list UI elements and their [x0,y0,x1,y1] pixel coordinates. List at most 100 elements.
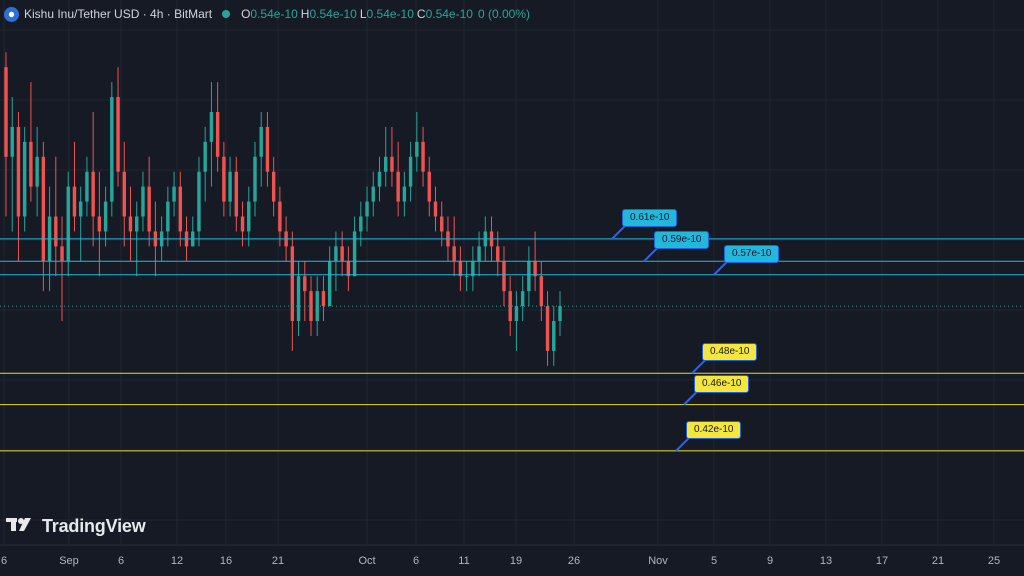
candle-body [396,171,400,202]
candle-body [315,291,319,322]
candle-body [340,246,344,262]
candle-body [371,186,375,202]
candle-body [408,156,413,187]
candle-body [290,246,295,322]
candle-body [16,126,21,217]
callout-pointer [611,224,627,240]
support-level-label[interactable]: 0.42e-10 [686,420,742,439]
callout-pointer [643,246,659,263]
candle-body [321,291,326,307]
symbol-header: Kishu Inu/Tether USD · 4h · BitMart O 0.… [4,4,530,24]
candle-body [147,186,151,232]
x-tick-label: 25 [988,555,1000,567]
candle-body [514,306,519,322]
change-value: 0 (0.00%) [477,7,530,21]
candle-body [346,261,351,277]
resistance-level-label[interactable]: 0.61e-10 [622,208,678,227]
candle-body [35,156,39,187]
candle-body [141,186,145,217]
candle-body [433,201,438,217]
candle-body [352,231,357,277]
candle-body [278,201,282,232]
candle-body [41,156,46,262]
x-tick-label: 21 [932,555,944,567]
candle-body [215,111,220,157]
support-level-label[interactable]: 0.46e-10 [694,374,750,393]
candle-body [520,291,525,307]
candle-body [452,246,456,262]
candle-body [4,67,8,157]
open-label: O [241,7,251,21]
candle-body [116,97,120,172]
market-status-icon [222,10,231,18]
tradingview-mark-icon [6,516,36,537]
tradingview-logo[interactable]: TradingView [6,516,146,537]
resistance-level-label[interactable]: 0.57e-10 [724,244,780,263]
candle-body [166,201,170,232]
x-tick-label: 9 [767,555,773,567]
candle-body [253,156,257,202]
candle-body [390,156,394,172]
candle-body [427,171,431,202]
candle-body [66,186,70,262]
candle-body [29,141,33,187]
candle-body [228,171,232,202]
x-tick-label: 13 [820,555,832,567]
x-tick-label: 21 [272,555,284,567]
x-tick-label: 26 [568,555,580,567]
candle-body [240,216,245,232]
close-label: C [416,7,426,21]
candle-body [477,246,481,262]
x-tick-label: 6 [413,555,419,567]
x-tick-label: Nov [648,555,668,567]
candle-body [533,261,537,277]
candle-body [545,306,550,351]
candle-body [178,186,183,232]
candle-body [309,291,313,322]
candle-body [234,171,239,217]
kishu-logo-icon [4,6,19,22]
candle-body [458,261,463,277]
x-tick-label: 11 [458,555,469,567]
candle-body [247,201,251,232]
x-tick-label: 19 [510,555,522,567]
candle-body [203,141,207,172]
candle-body [72,186,77,217]
candle-body [421,141,425,172]
candle-body [97,216,102,232]
x-tick-label: 6 [1,555,7,567]
candle-body [552,321,556,351]
resistance-level-label[interactable]: 0.59e-10 [654,231,710,250]
x-tick-label: 17 [876,555,888,567]
support-level-label[interactable]: 0.48e-10 [702,343,758,362]
candle-body [10,126,14,157]
candle-body [303,276,307,292]
callout-pointer [713,260,729,276]
candle-body [539,276,544,307]
candle-body [78,201,83,217]
candle-body [415,141,419,157]
candle-body [110,97,114,202]
close-value: 0.54e-10 [425,7,473,21]
low-value: 0.54e-10 [366,7,414,21]
candle-body [91,171,95,217]
candle-body [377,171,382,187]
candle-body [471,261,475,277]
candle-body [22,141,27,217]
candle-body [135,216,139,232]
candle-body [85,171,89,202]
candle-body [296,276,301,322]
candle-body [259,126,263,157]
candle-body [558,306,562,322]
x-tick-label: Oct [358,555,375,567]
callout-pointer [683,389,699,406]
high-label: H [300,7,310,21]
symbol-title[interactable]: Kishu Inu/Tether USD · 4h · BitMart [24,7,213,21]
x-tick-label: Sep [59,555,79,567]
open-value: 0.54e-10 [250,7,298,21]
candle-body [122,171,126,217]
candle-body [527,261,531,292]
candle-body [508,291,512,322]
callout-pointer [691,358,707,374]
